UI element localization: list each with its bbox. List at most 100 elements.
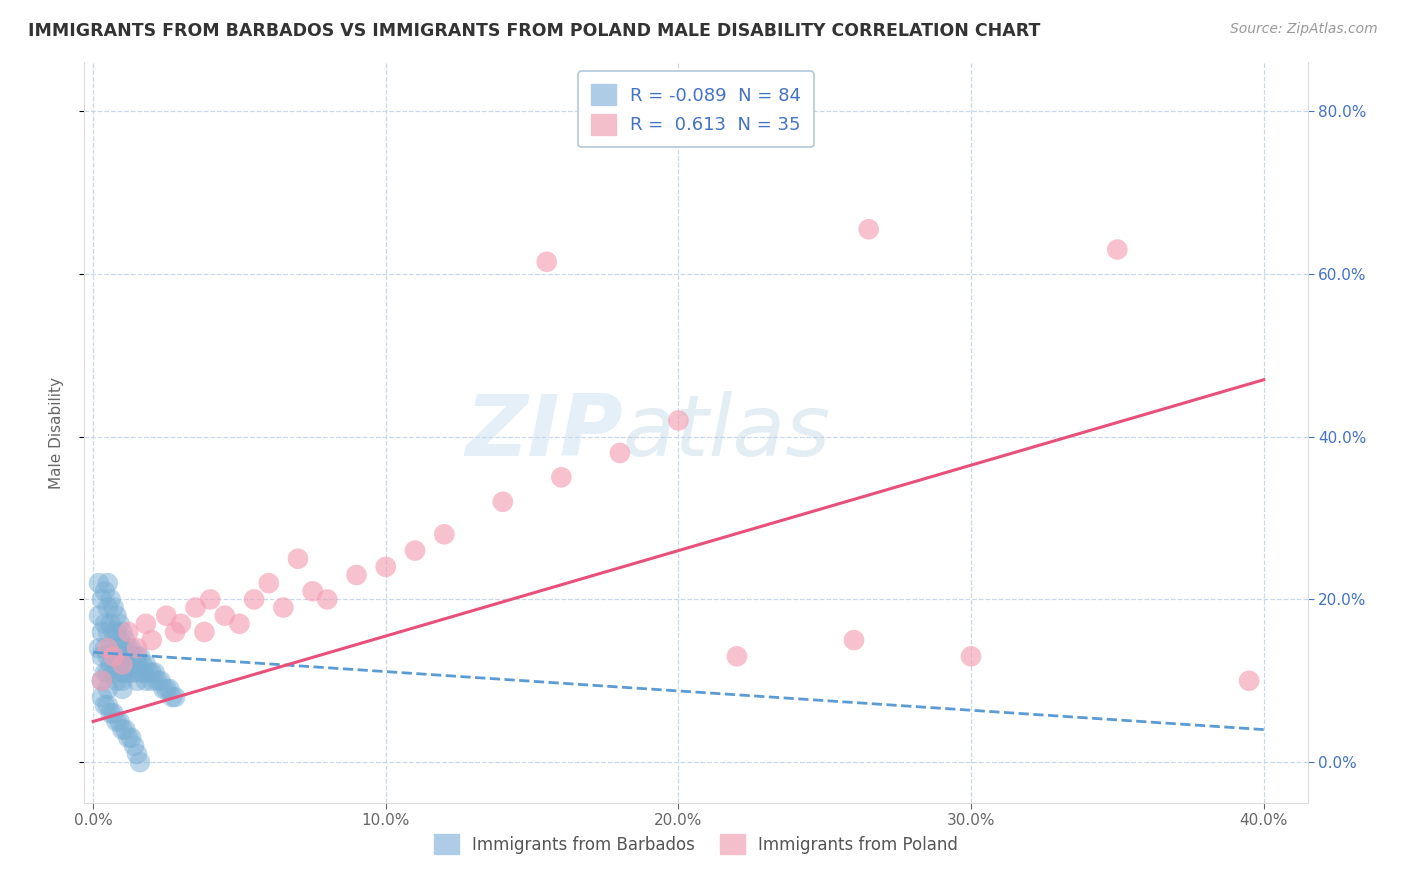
Point <box>550 470 572 484</box>
Point <box>125 657 148 672</box>
Point <box>105 624 128 639</box>
Point <box>141 665 163 680</box>
Point <box>301 584 323 599</box>
Point <box>103 665 125 680</box>
Point <box>87 641 110 656</box>
Point <box>157 681 180 696</box>
Point <box>146 673 169 688</box>
Point <box>111 649 134 664</box>
Point <box>100 706 122 721</box>
Text: atlas: atlas <box>623 391 831 475</box>
Point <box>214 608 236 623</box>
Point <box>105 657 128 672</box>
Point <box>1237 673 1260 688</box>
Point <box>120 657 142 672</box>
Point <box>114 649 136 664</box>
Point <box>135 616 157 631</box>
Point <box>184 600 207 615</box>
Point <box>125 747 148 761</box>
Point <box>165 624 187 639</box>
Point <box>125 641 148 656</box>
Point <box>152 681 174 696</box>
Point <box>149 673 172 688</box>
Point <box>105 714 128 729</box>
Point <box>135 673 157 688</box>
Point <box>90 624 112 639</box>
Point <box>100 616 122 631</box>
Point <box>132 657 155 672</box>
Point <box>97 641 120 656</box>
Point <box>114 633 136 648</box>
Point <box>125 673 148 688</box>
Point <box>117 649 139 664</box>
Point <box>100 657 122 672</box>
Y-axis label: Male Disability: Male Disability <box>49 376 63 489</box>
Point <box>111 723 134 737</box>
Point <box>842 633 865 648</box>
Point <box>492 495 515 509</box>
Point <box>160 690 183 704</box>
Point <box>97 698 120 713</box>
Point <box>103 649 125 664</box>
Point <box>122 649 145 664</box>
Point <box>129 755 152 769</box>
Point <box>103 600 125 615</box>
Point <box>193 624 215 639</box>
Point <box>120 641 142 656</box>
Point <box>108 649 131 664</box>
Point <box>87 608 110 623</box>
Point <box>122 665 145 680</box>
Point <box>138 665 160 680</box>
Point <box>960 649 983 664</box>
Point <box>117 641 139 656</box>
Point <box>141 633 163 648</box>
Point <box>117 624 139 639</box>
Point <box>404 543 426 558</box>
Point <box>90 690 112 704</box>
Point <box>97 649 120 664</box>
Text: Source: ZipAtlas.com: Source: ZipAtlas.com <box>1230 22 1378 37</box>
Point <box>103 649 125 664</box>
Point <box>108 714 131 729</box>
Point <box>228 616 250 631</box>
Point <box>111 657 134 672</box>
Point <box>105 673 128 688</box>
Point <box>257 576 280 591</box>
Point <box>90 673 112 688</box>
Point <box>90 649 112 664</box>
Point <box>108 616 131 631</box>
Point <box>111 681 134 696</box>
Point <box>374 559 396 574</box>
Point <box>90 592 112 607</box>
Point <box>97 681 120 696</box>
Point <box>90 673 112 688</box>
Point <box>97 600 120 615</box>
Point <box>155 681 177 696</box>
Text: IMMIGRANTS FROM BARBADOS VS IMMIGRANTS FROM POLAND MALE DISABILITY CORRELATION C: IMMIGRANTS FROM BARBADOS VS IMMIGRANTS F… <box>28 22 1040 40</box>
Point <box>111 665 134 680</box>
Point <box>122 739 145 753</box>
Point <box>114 665 136 680</box>
Point <box>273 600 295 615</box>
Point <box>858 222 880 236</box>
Point <box>129 665 152 680</box>
Point <box>433 527 456 541</box>
Point <box>94 641 117 656</box>
Point <box>170 616 193 631</box>
Point <box>105 608 128 623</box>
Point <box>135 657 157 672</box>
Point <box>111 624 134 639</box>
Point <box>108 633 131 648</box>
Point <box>155 608 177 623</box>
Text: ZIP: ZIP <box>465 391 623 475</box>
Point <box>120 731 142 745</box>
Point <box>94 584 117 599</box>
Point <box>129 649 152 664</box>
Point <box>141 673 163 688</box>
Point <box>287 551 309 566</box>
Point <box>97 665 120 680</box>
Point <box>105 641 128 656</box>
Point <box>609 446 631 460</box>
Point <box>100 592 122 607</box>
Point <box>117 665 139 680</box>
